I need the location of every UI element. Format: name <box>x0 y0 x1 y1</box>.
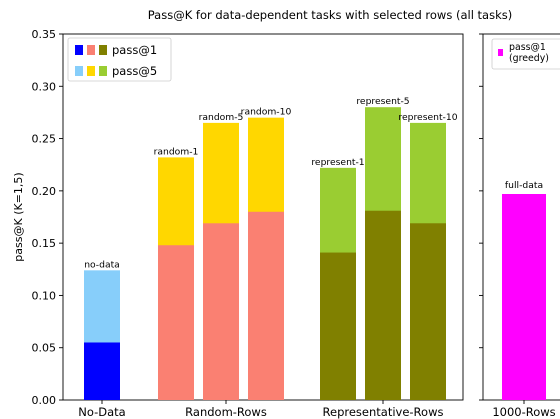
legend-swatch <box>75 45 83 55</box>
bar-pass1 <box>410 223 446 400</box>
group-label: Random-Rows <box>185 405 267 419</box>
legend-pass5-label: pass@5 <box>112 64 157 78</box>
legend-greedy-line2: (greedy) <box>509 53 549 64</box>
y-tick-label: 0.15 <box>32 237 57 250</box>
bar-label: represent-1 <box>311 157 364 168</box>
y-axis-label: pass@K (K=1,5) <box>12 172 25 261</box>
group-label: No-Data <box>78 405 125 419</box>
bar-label: random-10 <box>241 107 292 118</box>
bar-label: random-1 <box>154 146 199 157</box>
y-tick-label: 0.10 <box>32 289 57 302</box>
bar-pass1 <box>84 342 120 400</box>
bar-label: random-5 <box>199 112 244 123</box>
bar-pass1 <box>248 211 284 400</box>
bar-label: represent-5 <box>356 96 409 107</box>
legend-greedy-line1: pass@1 <box>509 42 546 53</box>
bar-full-data <box>502 193 546 400</box>
group-labels: No-Data Random-Rows Representative-Rows 100… <box>78 400 556 419</box>
right-legend: pass@1 (greedy) <box>491 38 560 70</box>
legend: pass@1 pass@5 <box>67 37 172 82</box>
legend-swatch <box>87 66 95 76</box>
y-tick-label: 0.30 <box>32 80 57 93</box>
legend-greedy-swatch <box>498 49 503 56</box>
y-axis: 0.00 0.05 0.10 0.15 0.20 0.25 0.30 0.35 <box>32 28 483 407</box>
legend-swatch <box>99 45 107 55</box>
group-label: Representative-Rows <box>323 405 444 419</box>
y-tick-label: 0.25 <box>32 133 57 146</box>
bar-pass1 <box>203 223 239 400</box>
legend-pass1-label: pass@1 <box>112 43 157 57</box>
y-tick-label: 0.20 <box>32 185 57 198</box>
bar-label: full-data <box>505 180 543 191</box>
legend-swatch <box>75 66 83 76</box>
bar-pass1 <box>320 252 356 400</box>
bar-pass1 <box>158 245 194 400</box>
group-label: 1000-Rows <box>492 405 555 419</box>
legend-swatch <box>87 45 95 55</box>
bar-pass1 <box>365 210 401 400</box>
bars <box>84 107 546 401</box>
legend-swatch <box>99 66 107 76</box>
bar-label: represent-10 <box>398 112 457 123</box>
y-tick-label: 0.35 <box>32 28 57 41</box>
bar-label: no-data <box>84 259 120 270</box>
y-tick-label: 0.00 <box>32 394 57 407</box>
y-tick-label: 0.05 <box>32 342 57 355</box>
chart-title: Pass@K for data-dependent tasks with sel… <box>148 8 512 22</box>
